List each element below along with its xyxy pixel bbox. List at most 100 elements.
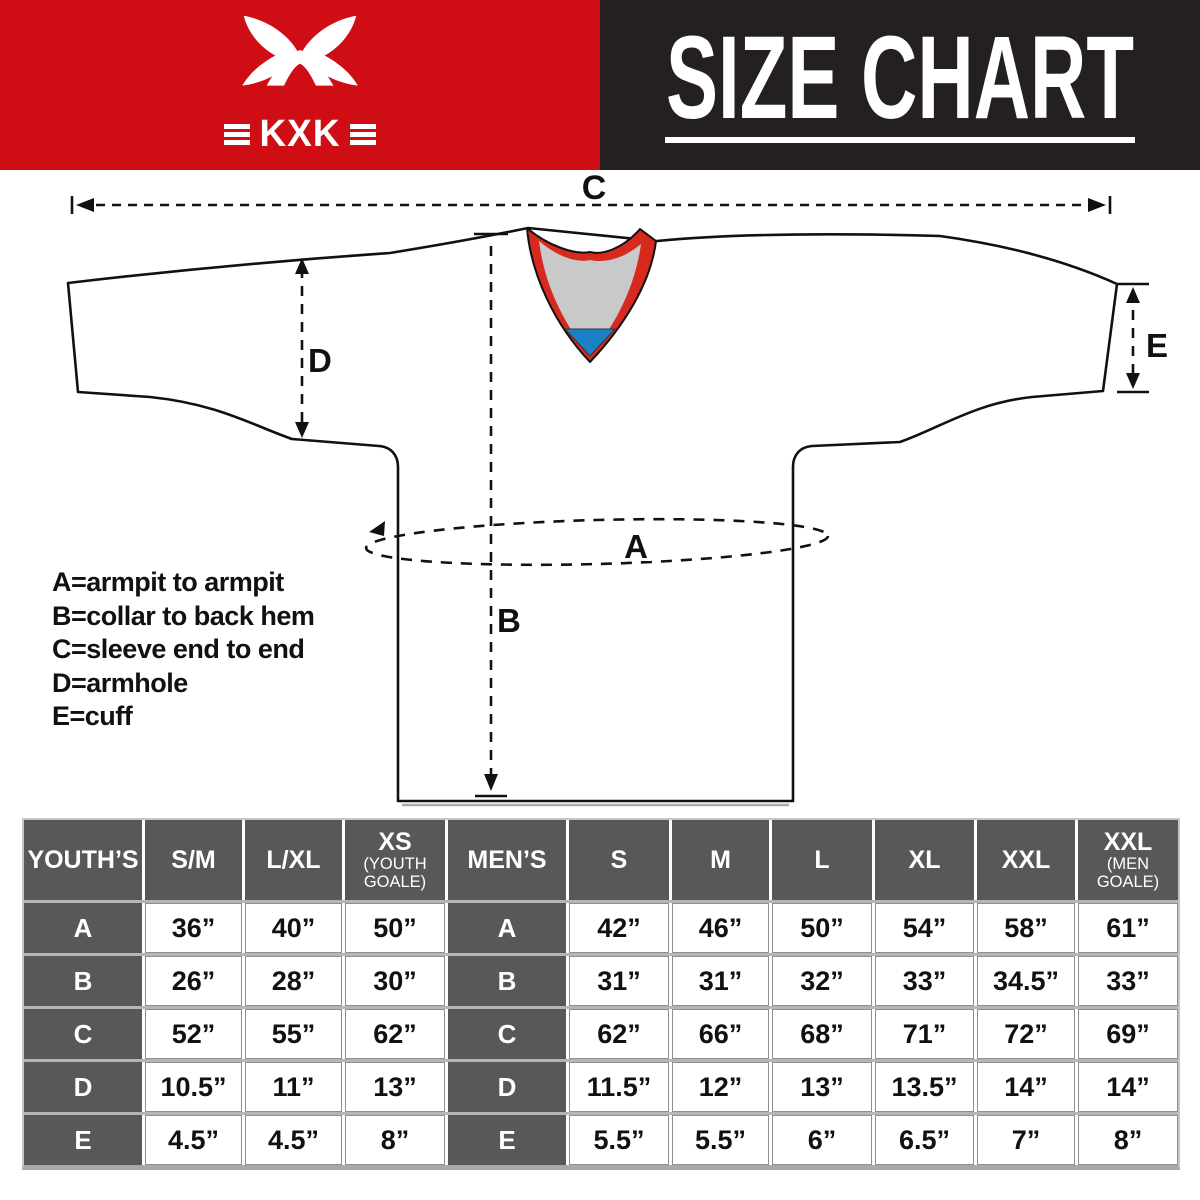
size-cell: 34.5”	[977, 956, 1075, 1006]
label-a: A	[624, 528, 648, 565]
column-header-label: L/XL	[266, 846, 321, 874]
row-label: C	[448, 1009, 566, 1059]
page-title-text: SIZE CHART	[666, 28, 1134, 130]
row-label: D	[24, 1062, 142, 1112]
size-cell: 58”	[977, 903, 1075, 953]
row-label: B	[448, 956, 566, 1006]
legend-line-e: E=cuff	[52, 701, 133, 731]
size-cell: 68”	[772, 1009, 872, 1059]
row-label: E	[24, 1115, 142, 1165]
page-title: SIZE CHART	[666, 28, 1134, 130]
size-cell: 54”	[875, 903, 974, 953]
size-cell: 32”	[772, 956, 872, 1006]
size-cell: 28”	[245, 956, 342, 1006]
column-header-sublabel: (YOUTH GOALE)	[363, 855, 427, 891]
dimension-a-ellipse	[364, 517, 830, 567]
dimension-e	[1117, 282, 1149, 394]
arrowhead-down-icon	[1126, 373, 1140, 389]
column-header-label: XL	[908, 846, 941, 874]
size-cell: 4.5”	[245, 1115, 342, 1165]
size-cell: 50”	[772, 903, 872, 953]
size-cell: 11.5”	[569, 1062, 669, 1112]
column-header-xxl: XXL (MEN GOALE)	[1078, 820, 1178, 900]
size-cell: 14”	[1078, 1062, 1178, 1112]
table-row-A: A 36” 40” 50” A 42” 46” 50” 54” 58” 61”	[24, 903, 1178, 953]
kxk-butterfly-x-logo-icon	[242, 15, 358, 86]
title-panel: SIZE CHART	[600, 0, 1200, 170]
size-cell: 6”	[772, 1115, 872, 1165]
size-cell: 12”	[672, 1062, 769, 1112]
legend-line-c: C=sleeve end to end	[52, 634, 305, 664]
size-cell: 42”	[569, 903, 669, 953]
arrowhead-left-icon	[76, 198, 94, 212]
size-cell: 6.5”	[875, 1115, 974, 1165]
size-cell: 52”	[145, 1009, 242, 1059]
size-cell: 33”	[875, 956, 974, 1006]
row-label: A	[24, 903, 142, 953]
size-cell: 13”	[772, 1062, 872, 1112]
size-cell: 66”	[672, 1009, 769, 1059]
column-header-xs: XS (YOUTH GOALE)	[345, 820, 445, 900]
column-header-xxl: XXL	[977, 820, 1075, 900]
arrowhead-up-icon	[1126, 287, 1140, 303]
label-d: D	[308, 342, 332, 379]
size-cell: 5.5”	[672, 1115, 769, 1165]
jersey-measurement-diagram: C D E B A	[66, 170, 1168, 807]
legend-line-a: A=armpit to armpit	[52, 567, 284, 597]
column-header-sublabel: (MEN GOALE)	[1096, 855, 1160, 891]
size-cell: 13.5”	[875, 1062, 974, 1112]
arrowhead-up-icon	[295, 258, 309, 274]
size-cell: 69”	[1078, 1009, 1178, 1059]
size-cell: 62”	[345, 1009, 445, 1059]
row-label: C	[24, 1009, 142, 1059]
column-header-s: S	[569, 820, 669, 900]
table-row-E: E 4.5” 4.5” 8” E 5.5” 5.5” 6” 6.5” 7” 8”	[24, 1115, 1178, 1165]
row-label: B	[24, 956, 142, 1006]
table-row-C: C 52” 55” 62” C 62” 66” 68” 71” 72” 69”	[24, 1009, 1178, 1059]
size-cell: 62”	[569, 1009, 669, 1059]
row-label: E	[448, 1115, 566, 1165]
row-label: D	[448, 1062, 566, 1112]
title-underline	[665, 136, 1135, 143]
column-header-youth-s: YOUTH’S	[24, 820, 142, 900]
column-header-label: L	[814, 846, 830, 874]
size-cell: 8”	[345, 1115, 445, 1165]
size-cell: 7”	[977, 1115, 1075, 1165]
legend-line-b: B=collar to back hem	[52, 600, 315, 631]
size-cell: 11”	[245, 1062, 342, 1112]
size-cell: 40”	[245, 903, 342, 953]
size-cell: 61”	[1078, 903, 1178, 953]
column-header-men-s: MEN’S	[448, 820, 566, 900]
jersey-outline	[66, 226, 1119, 803]
column-header-label: S	[610, 846, 628, 874]
collar-blue-insert	[563, 328, 617, 357]
column-header-label: XXL	[1001, 846, 1051, 874]
column-header-label: MEN’S	[467, 846, 547, 874]
size-cell: 33”	[1078, 956, 1178, 1006]
dimension-c	[70, 196, 1112, 214]
size-table-header-row: YOUTH’S S/M L/XL XS (YOUTH GOALE) MEN’S S M L XL X…	[24, 820, 1178, 900]
size-cell: 30”	[345, 956, 445, 1006]
table-row-D: D 10.5” 11” 13” D 11.5” 12” 13” 13.5” 14” 14”	[24, 1062, 1178, 1112]
size-table: YOUTH’S S/M L/XL XS (YOUTH GOALE) MEN’S S M L XL X…	[22, 818, 1180, 1170]
arrowhead-down-icon	[484, 774, 498, 791]
size-cell: 36”	[145, 903, 242, 953]
arrowhead-right-icon	[1088, 198, 1106, 212]
measurement-legend: A=armpit to armpit B=collar to back hem …	[52, 566, 315, 734]
legend-line-d: D=armhole	[52, 667, 188, 698]
triple-bar-left-icon	[224, 123, 251, 145]
label-c: C	[582, 170, 607, 207]
size-cell: 31”	[672, 956, 769, 1006]
column-header-l-xl: L/XL	[245, 820, 342, 900]
label-e: E	[1146, 327, 1168, 364]
size-cell: 13”	[345, 1062, 445, 1112]
arrowhead-down-icon	[295, 422, 309, 438]
brand-panel: KXK	[0, 0, 600, 170]
size-cell: 26”	[145, 956, 242, 1006]
size-cell: 4.5”	[145, 1115, 242, 1165]
triple-bar-right-icon	[349, 123, 376, 145]
label-b: B	[497, 602, 521, 639]
size-cell: 71”	[875, 1009, 974, 1059]
table-row-B: B 26” 28” 30” B 31” 31” 32” 33” 34.5” 33”	[24, 956, 1178, 1006]
